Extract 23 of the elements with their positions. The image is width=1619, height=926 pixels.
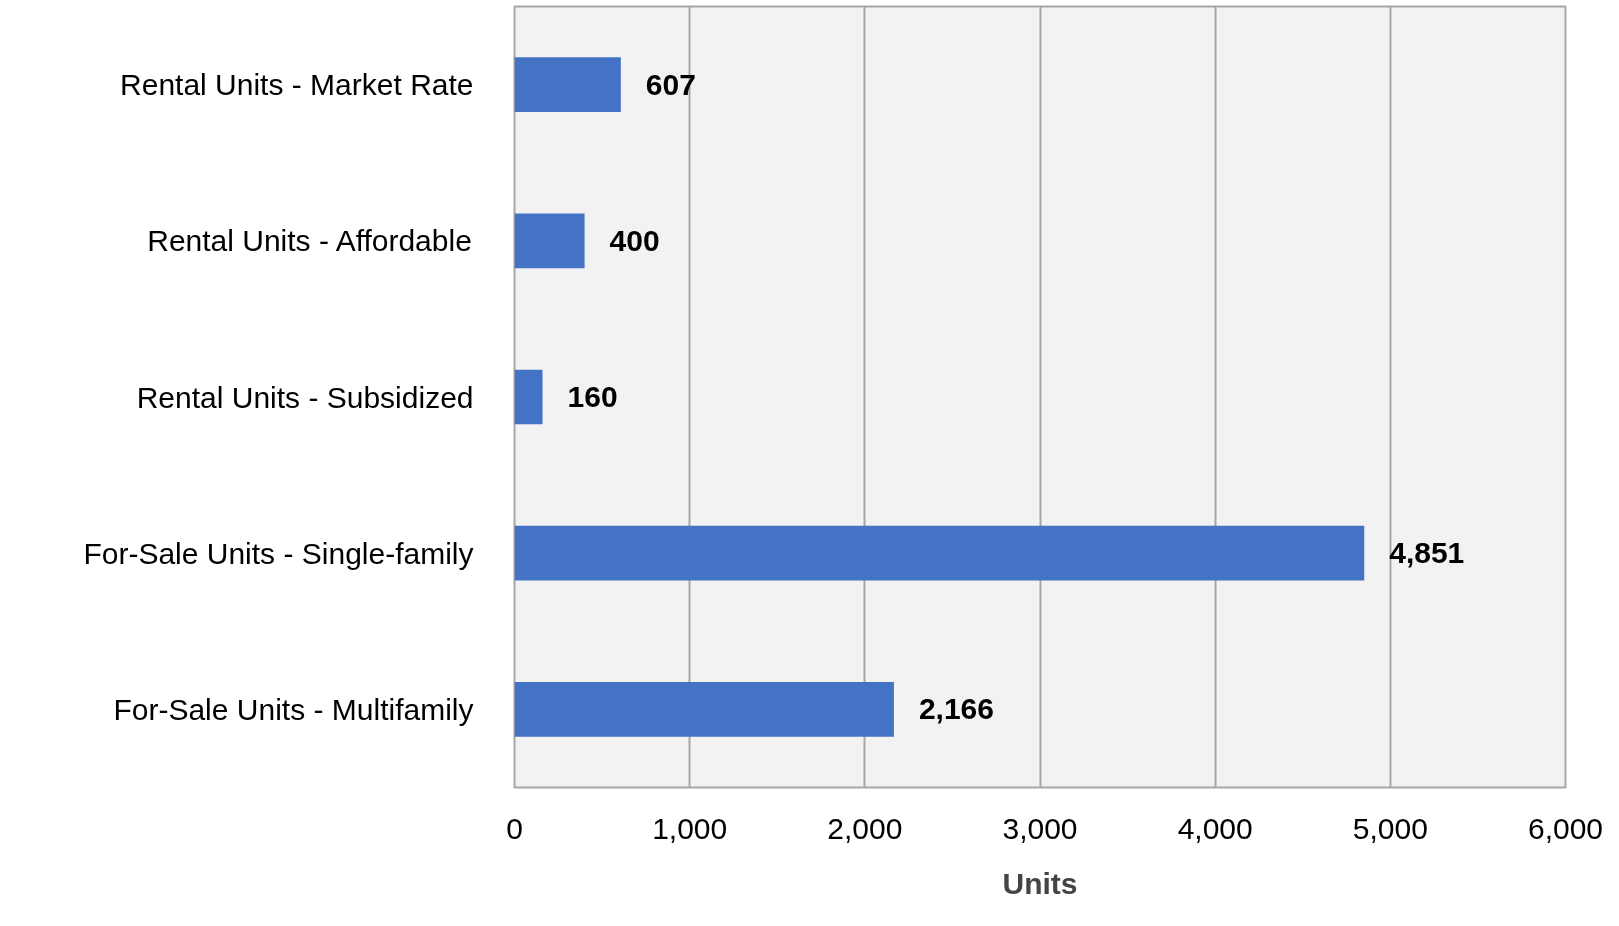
x-tick-label: 5,000: [1352, 811, 1428, 845]
y-tick-label: For-Sale Units - Multifamily: [113, 692, 474, 726]
x-tick-label: 0: [506, 811, 523, 845]
x-tick-label: 1,000: [652, 811, 728, 845]
y-tick-label: For-Sale Units - Single-family: [83, 536, 474, 570]
data-label: 2,166: [918, 692, 994, 726]
data-label: 400: [609, 223, 660, 257]
bar: [514, 369, 543, 425]
bar: [514, 525, 1365, 581]
bar: [514, 213, 585, 269]
x-tick-label: 3,000: [1002, 811, 1078, 845]
y-tick-label: Rental Units - Subsidized: [136, 380, 474, 414]
data-label: 160: [567, 380, 618, 413]
x-axis-title: Units: [1002, 866, 1078, 900]
data-label: 607: [645, 67, 696, 101]
y-tick-label: Rental Units - Market Rate: [120, 68, 474, 102]
y-tick-label: Rental Units - Affordable: [147, 224, 472, 258]
x-tick-label: 2,000: [827, 811, 903, 845]
x-tick-label: 6,000: [1527, 811, 1604, 845]
bar: [514, 682, 894, 737]
x-tick-label: 4,000: [1177, 811, 1253, 845]
data-label: 4,851: [1389, 536, 1465, 570]
bar: [514, 57, 621, 112]
